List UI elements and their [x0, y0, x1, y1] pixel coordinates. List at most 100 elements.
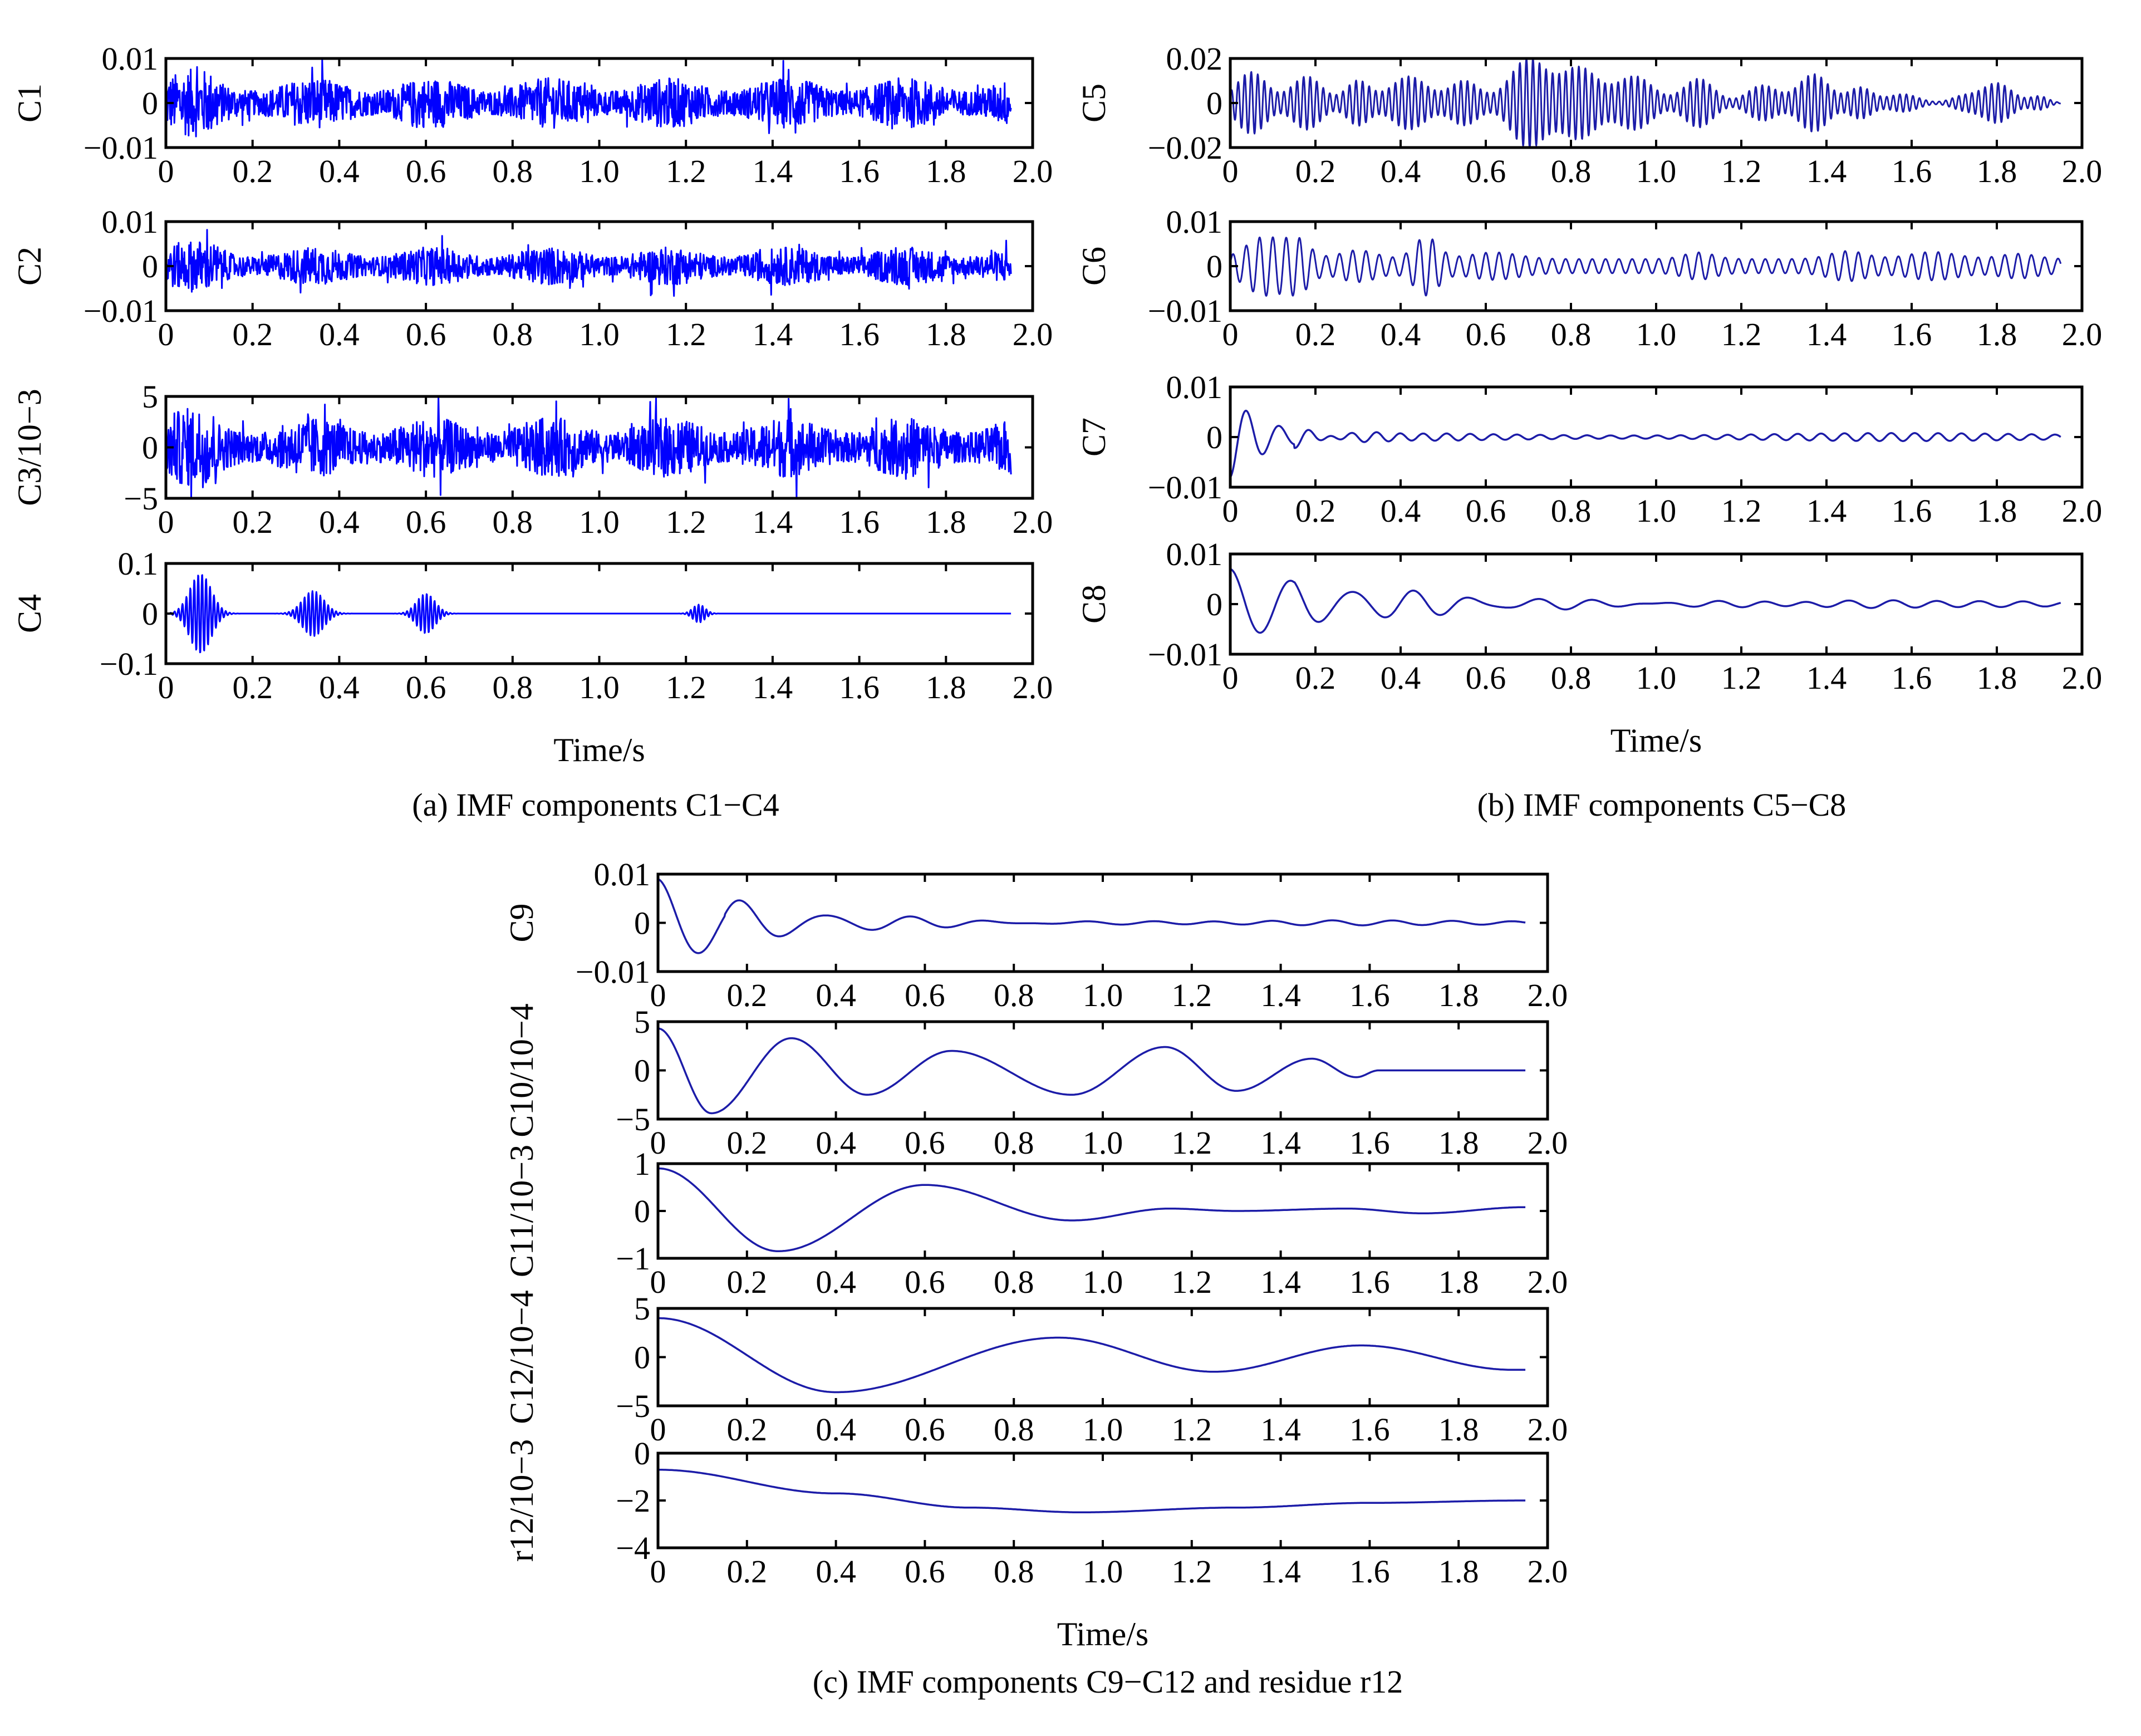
x-tick-label: 0.2: [232, 153, 273, 189]
caption-b: (b) IMF components C5−C8: [1477, 787, 1847, 823]
x-tick-label: 1.2: [1721, 316, 1762, 352]
x-tick-label: 0.4: [1381, 493, 1421, 529]
y-tick-label: −5: [616, 1388, 650, 1424]
x-tick-label: 1.6: [839, 316, 880, 352]
x-tick-label: 2.0: [1528, 1125, 1568, 1161]
x-tick-label: 1.6: [1892, 153, 1932, 189]
x-tick-label: 0.6: [905, 1411, 945, 1448]
series-line: [1229, 236, 2062, 297]
x-tick-label: 1.4: [753, 669, 793, 705]
subplot-1: 0 0.2 0.4 0.6 0.8 1.0 1.2 1.4 1.6 1.8 2.00.010−0.0…: [11, 41, 1053, 189]
y-tick-label: −4: [616, 1530, 650, 1566]
subplot-7: 0 0.2 0.4 0.6 0.8 1.0 1.2 1.4 1.6 1.8 2.00.010−0.0…: [1076, 369, 2102, 529]
y-tick-label: 0: [1206, 248, 1222, 285]
y-tick-label: 0.1: [118, 546, 159, 582]
y-tick-label: 0: [1206, 85, 1222, 121]
x-tick-label: 0.4: [319, 153, 360, 189]
y-axis-label: C11/10−3: [503, 1145, 540, 1277]
y-axis-label: C8: [1076, 585, 1112, 624]
caption-a: (a) IMF components C1−C4: [412, 787, 779, 823]
x-tick-label: 0.2: [727, 1125, 768, 1161]
y-axis-label: C1: [11, 84, 48, 122]
y-axis-label: C2: [11, 247, 48, 286]
x-tick-label: 0: [650, 1125, 666, 1161]
x-tick-label: 0: [158, 504, 174, 540]
x-tick-label: 1.8: [1977, 153, 2017, 189]
y-tick-label: 0.01: [1166, 204, 1223, 240]
y-tick-label: 0: [634, 1435, 650, 1472]
x-tick-label: 1.2: [1172, 1411, 1212, 1448]
y-tick-label: 0: [142, 248, 158, 285]
x-tick-label: 0.8: [1551, 660, 1592, 696]
x-tick-label: 1.6: [1349, 1411, 1390, 1448]
y-axis-label: r12/10−3: [503, 1439, 540, 1562]
y-tick-label: −5: [616, 1101, 650, 1137]
x-tick-label: 1.0: [1636, 660, 1677, 696]
x-axis-label: Time/s: [1057, 1616, 1149, 1652]
subplot-10: 0 0.2 0.4 0.6 0.8 1.0 1.2 1.4 1.6 1.8 2.050−5C10/1…: [503, 1003, 1568, 1161]
x-tick-label: 1.8: [1438, 1264, 1479, 1300]
x-tick-label: 0.6: [1466, 316, 1506, 352]
x-tick-label: 1.2: [1172, 1553, 1212, 1590]
x-tick-label: 0.4: [816, 1125, 856, 1161]
x-tick-label: 1.8: [1977, 493, 2017, 529]
x-tick-label: 0.8: [1551, 493, 1592, 529]
series-line: [165, 229, 1012, 297]
x-tick-label: 1.0: [579, 669, 620, 705]
x-tick-label: 1.6: [839, 153, 880, 189]
x-tick-label: 2.0: [2062, 316, 2103, 352]
y-tick-label: −0.01: [84, 130, 158, 166]
x-tick-label: 2.0: [1013, 153, 1053, 189]
y-tick-label: −0.01: [1148, 293, 1222, 329]
x-tick-label: 0.6: [905, 1264, 945, 1300]
x-tick-label: 0.6: [905, 977, 945, 1013]
series-line: [165, 574, 1011, 654]
plot-frame: [656, 1307, 1549, 1408]
x-tick-label: 0.2: [727, 1264, 768, 1300]
y-tick-label: 0.01: [102, 41, 159, 77]
y-axis-label: C9: [503, 903, 540, 942]
x-tick-label: 0.4: [816, 1411, 856, 1448]
x-tick-label: 1.8: [926, 669, 966, 705]
x-tick-label: 0: [650, 1264, 666, 1300]
x-tick-label: 0.2: [1295, 316, 1336, 352]
x-tick-label: 0.8: [994, 1264, 1034, 1300]
x-tick-label: 0.8: [1551, 316, 1592, 352]
y-tick-label: 5: [634, 1291, 650, 1327]
x-tick-label: 0.8: [493, 669, 533, 705]
x-tick-label: 0.2: [232, 669, 273, 705]
y-tick-label: 1: [634, 1146, 650, 1182]
x-tick-label: 0.8: [493, 316, 533, 352]
y-tick-label: 0.01: [1166, 536, 1223, 572]
x-tick-label: 1.8: [1438, 1553, 1479, 1590]
x-tick-label: 2.0: [1528, 1411, 1568, 1448]
x-tick-label: 0.2: [1295, 660, 1336, 696]
x-tick-label: 0.4: [816, 977, 856, 1013]
x-tick-label: 1.4: [1806, 493, 1847, 529]
x-tick-label: 0.8: [994, 1553, 1034, 1590]
x-tick-label: 0.6: [406, 504, 446, 540]
x-tick-label: 0: [650, 977, 666, 1013]
y-tick-label: 0: [634, 1053, 650, 1089]
series-line: [1230, 568, 2061, 634]
y-tick-label: 0: [142, 85, 158, 121]
x-tick-label: 0: [650, 1411, 666, 1448]
x-tick-label: 1.2: [1721, 660, 1762, 696]
x-tick-label: 0.2: [232, 504, 273, 540]
x-tick-label: 0: [1222, 316, 1239, 352]
x-tick-label: 0.4: [816, 1264, 856, 1300]
x-tick-label: 0.4: [1381, 316, 1421, 352]
x-tick-label: 0: [650, 1553, 666, 1590]
x-tick-label: 1.4: [1806, 660, 1847, 696]
x-tick-label: 1.6: [1349, 1553, 1390, 1590]
x-axis-label: Time/s: [1610, 722, 1702, 759]
y-tick-label: 0.01: [102, 204, 159, 240]
x-tick-label: 1.4: [1260, 1264, 1301, 1300]
x-tick-label: 1.6: [1892, 660, 1932, 696]
x-tick-label: 0.4: [319, 316, 360, 352]
x-tick-label: 1.2: [666, 153, 706, 189]
x-tick-label: 0.2: [727, 1411, 768, 1448]
x-tick-label: 1.2: [1172, 1264, 1212, 1300]
y-tick-label: −0.1: [100, 646, 158, 682]
x-tick-label: 2.0: [1528, 1264, 1568, 1300]
